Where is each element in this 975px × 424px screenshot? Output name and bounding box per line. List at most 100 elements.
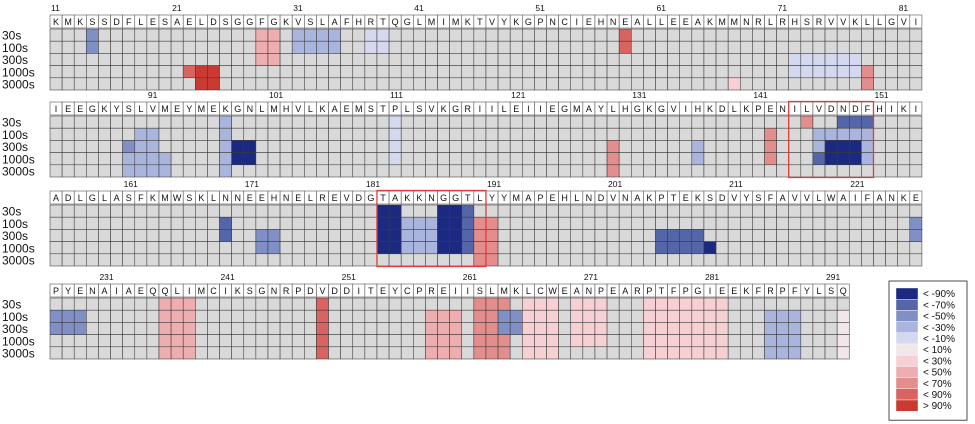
heat-cell [752, 65, 765, 79]
heat-cell [413, 216, 426, 230]
heat-cell [752, 253, 765, 267]
heat-cell [146, 229, 160, 242]
heat-cell [400, 28, 414, 42]
heat-cell [473, 53, 487, 66]
heat-cell [485, 28, 499, 42]
heat-cell [594, 322, 608, 335]
sequence-letter: D [113, 17, 120, 27]
heat-cell [328, 53, 341, 66]
heat-cell [291, 346, 305, 360]
heat-cell [279, 241, 293, 255]
heat-cell [73, 77, 87, 91]
heat-cell [752, 140, 765, 153]
legend-label: < -90% [923, 289, 955, 300]
heat-cell [146, 140, 160, 153]
heat-cell [534, 28, 547, 42]
heat-cell [316, 322, 329, 335]
heat-cell [231, 309, 245, 323]
heat-cell [110, 40, 123, 54]
heat-cell [267, 204, 281, 218]
heat-cell [812, 346, 826, 360]
heat-cell [485, 253, 499, 267]
heat-cell [885, 53, 898, 66]
heat-cell [473, 65, 487, 79]
heat-cell [534, 140, 547, 153]
heat-cell [497, 241, 511, 255]
heat-cell [606, 229, 620, 242]
heat-cell [61, 115, 75, 129]
heat-cell [61, 216, 75, 230]
heat-cell [643, 152, 656, 166]
heat-cell [800, 40, 814, 54]
heat-cell [631, 334, 644, 348]
heat-cell [449, 164, 463, 178]
heat-cell [631, 346, 644, 360]
sequence-letter: K [53, 17, 59, 27]
heat-cell [304, 216, 317, 230]
heat-cell [861, 127, 874, 141]
sequence-letter: I [539, 104, 542, 114]
heat-cell [691, 164, 705, 178]
heat-cell [182, 53, 196, 66]
heat-cell [546, 297, 559, 311]
sequence-letter: N [222, 193, 229, 203]
sequence-letter: E [65, 104, 71, 114]
heat-cell [122, 322, 136, 335]
heat-cell [764, 152, 777, 166]
heat-cell [98, 65, 111, 79]
residue-tick-label: 221 [850, 179, 864, 189]
residue-tick-label: 231 [99, 272, 113, 282]
legend-swatch [895, 343, 919, 356]
heat-cell [231, 28, 245, 42]
sequence-letter: G [888, 17, 895, 27]
heat-cell [231, 334, 245, 348]
heat-cell [703, 115, 717, 129]
heat-cell [618, 334, 632, 348]
heat-cell [364, 346, 378, 360]
sequence-letter: A [780, 193, 786, 203]
heat-cell [885, 127, 898, 141]
heat-cell [182, 77, 196, 91]
heat-cell [231, 77, 245, 91]
sequence-letter: I [794, 104, 797, 114]
heat-cell [691, 297, 705, 311]
heat-cell [509, 28, 523, 42]
heat-cell [800, 297, 814, 311]
heat-cell [631, 241, 644, 255]
heat-cell [788, 204, 802, 218]
heat-cell [364, 309, 378, 323]
heat-cell [231, 65, 245, 79]
heat-cell [146, 115, 160, 129]
timepoint-label: 1000s [2, 334, 35, 348]
heat-cell [243, 40, 257, 54]
heat-cell [340, 127, 354, 141]
heat-cell [546, 241, 559, 255]
sequence-letter: V [610, 193, 616, 203]
heat-cell [509, 40, 523, 54]
heat-cell [836, 53, 850, 66]
heat-cell [98, 309, 111, 323]
heat-cell [279, 40, 293, 54]
heat-cell [582, 334, 596, 348]
heat-cell [388, 152, 402, 166]
heat-cell [98, 229, 111, 242]
sequence-letter: Y [501, 17, 507, 27]
sequence-letter: K [150, 193, 156, 203]
sequence-letter: L [308, 193, 313, 203]
residue-tick-label: 141 [753, 90, 767, 100]
sequence-letter: I [115, 286, 118, 296]
heat-cell [437, 253, 450, 267]
heat-cell [909, 204, 923, 218]
heat-cell [800, 140, 814, 153]
heat-cell [824, 216, 838, 230]
heat-cell [497, 297, 511, 311]
heat-cell [667, 115, 680, 129]
heat-cell [134, 229, 148, 242]
heat-cell [836, 164, 850, 178]
heat-cell [800, 216, 814, 230]
heat-cell [655, 297, 668, 311]
sequence-letter: N [247, 104, 254, 114]
heat-cell [655, 65, 668, 79]
heat-cell [291, 152, 305, 166]
heat-cell [231, 127, 245, 141]
